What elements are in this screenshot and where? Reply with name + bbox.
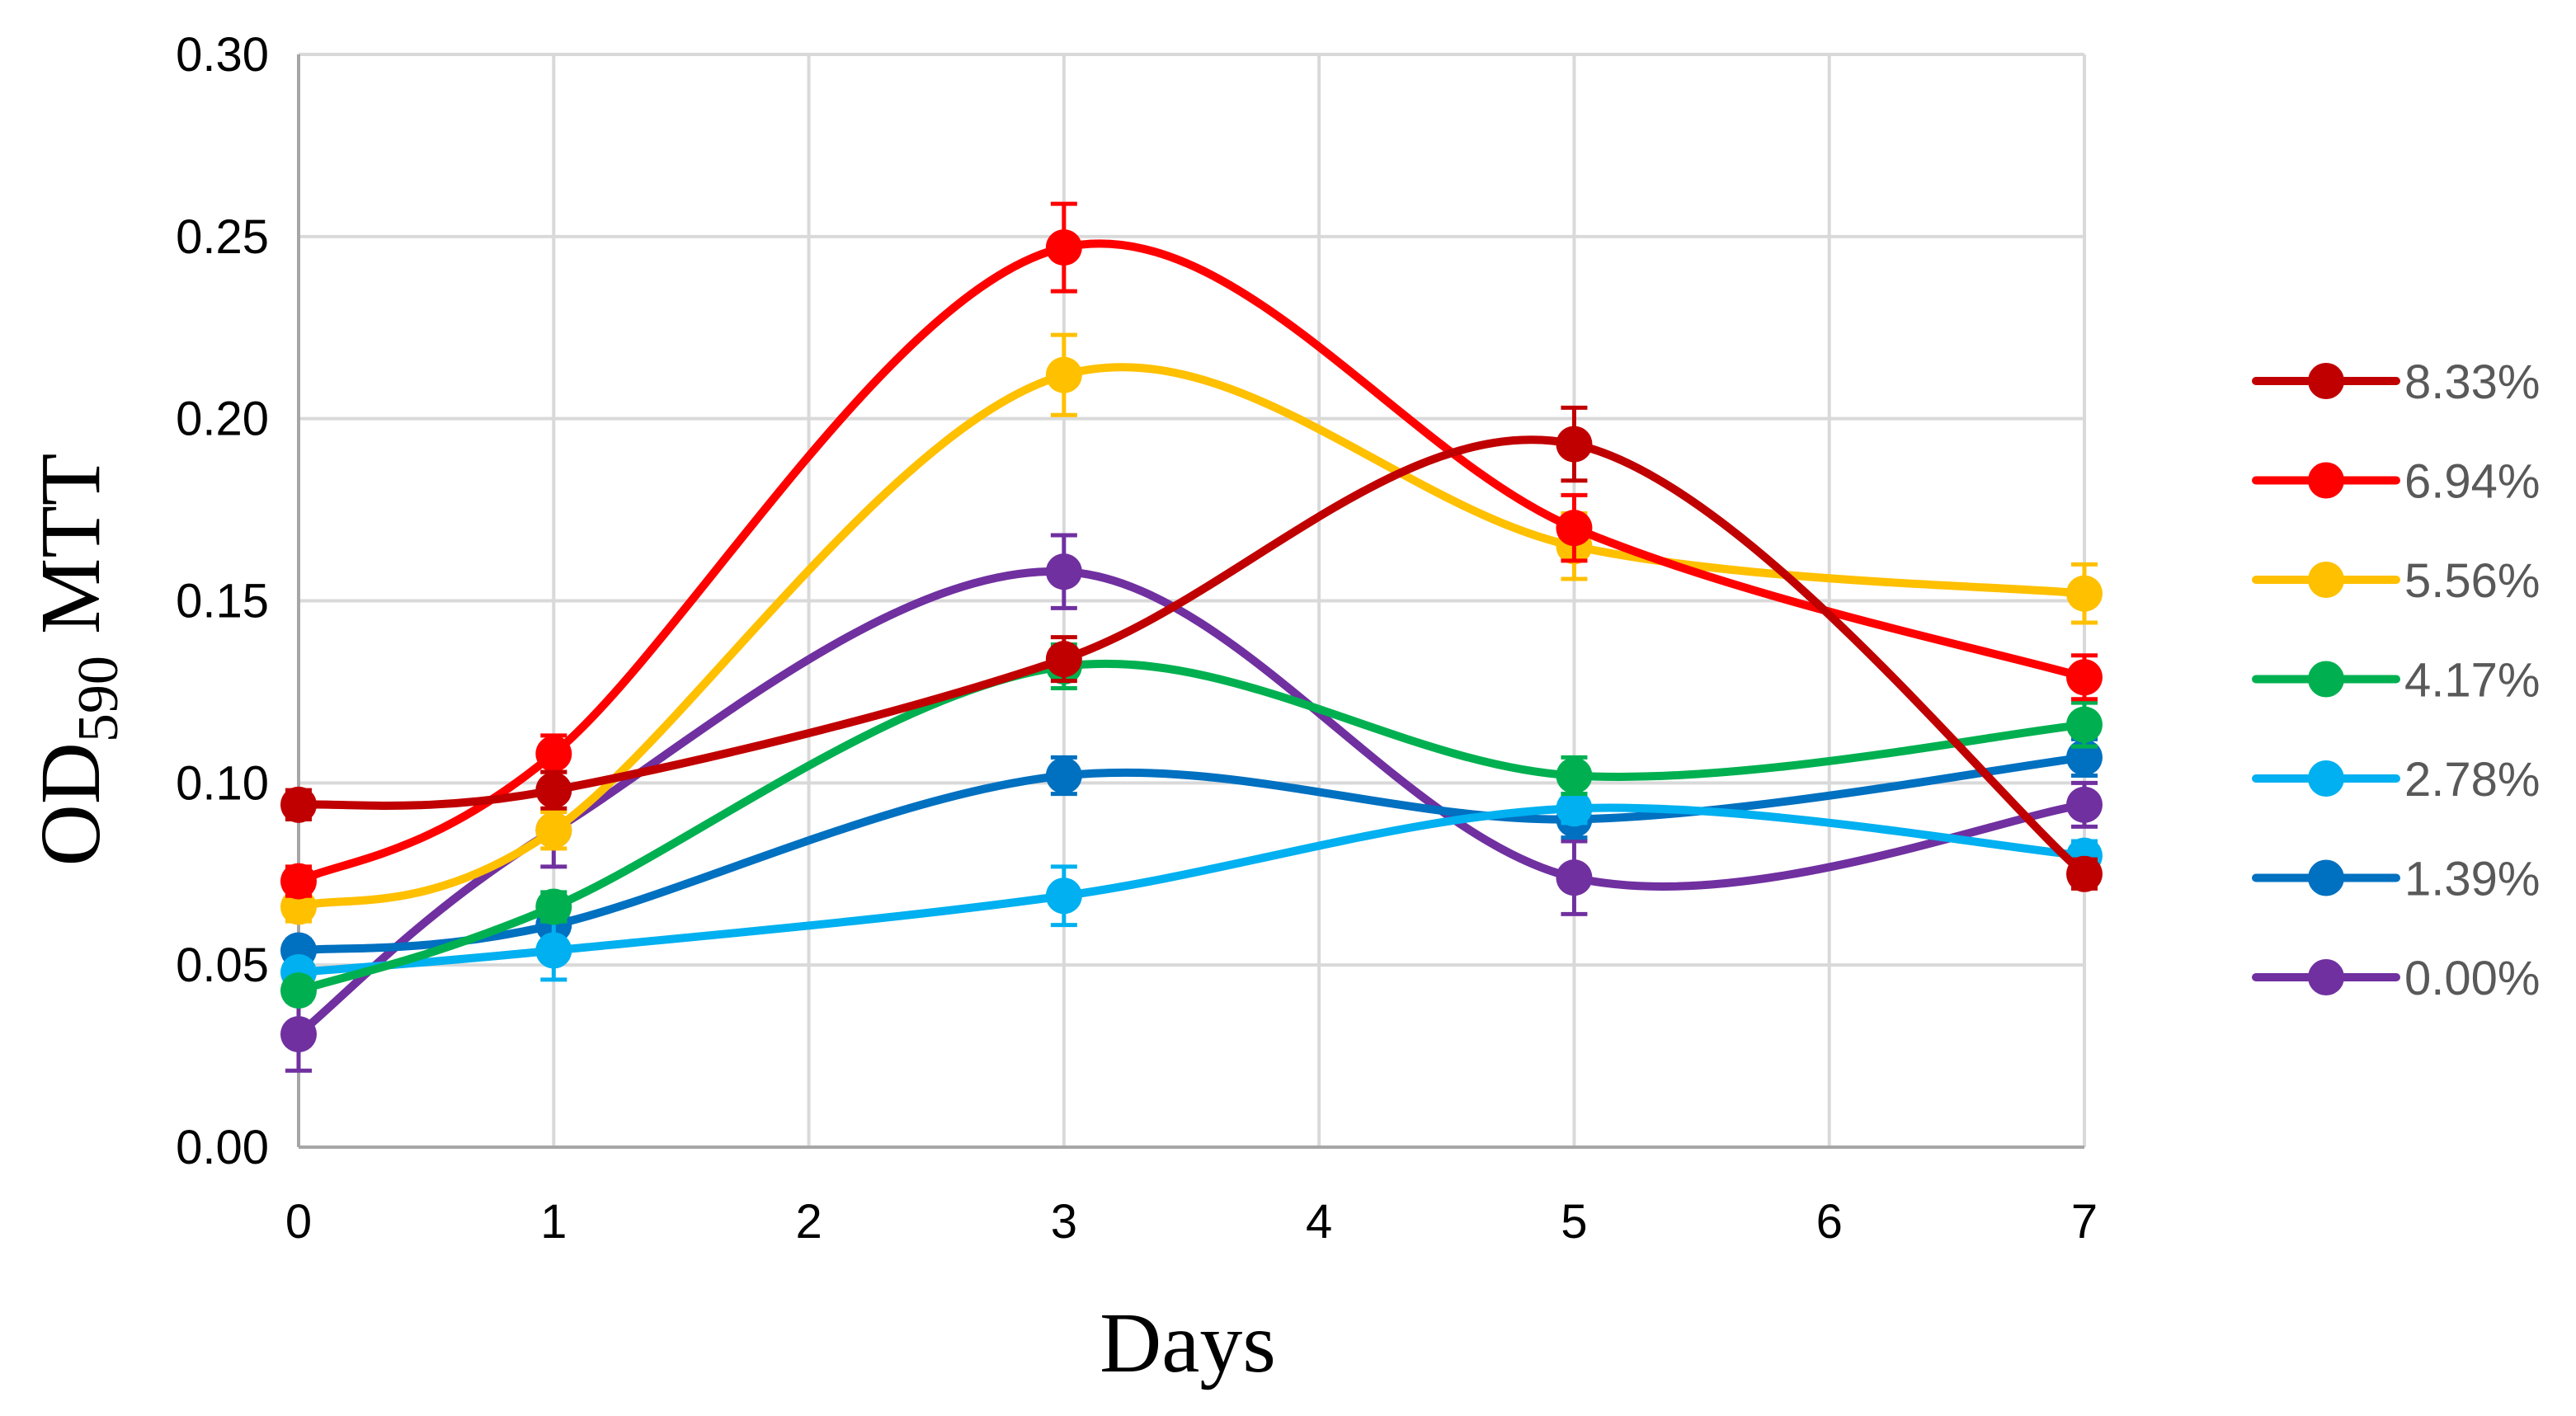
x-tick-label: 3 (1051, 1195, 1077, 1249)
data-point (2066, 786, 2103, 823)
series-layer (280, 201, 2103, 1073)
data-point (535, 932, 572, 969)
legend-marker (2308, 462, 2344, 499)
y-axis-title-main: OD (23, 742, 118, 866)
legend-label: 6.94% (2404, 455, 2540, 509)
x-tick-label: 2 (795, 1195, 822, 1249)
legend-marker (2308, 661, 2344, 698)
data-point (2066, 855, 2103, 892)
data-point (1045, 877, 1082, 915)
x-axis-title: Days (1100, 1296, 1276, 1390)
svg-text:OD590 MTT: OD590 MTT (23, 454, 130, 867)
series-6.94% (280, 201, 2103, 900)
legend-item: 5.56% (2252, 554, 2540, 608)
y-tick-label: 0.30 (176, 28, 269, 82)
data-point (535, 736, 572, 772)
legend-label: 8.33% (2404, 355, 2540, 409)
y-tick-label: 0.20 (176, 393, 269, 446)
y-tick-label: 0.10 (176, 756, 269, 810)
data-point (1556, 426, 1593, 463)
data-point (535, 888, 572, 925)
data-point (1045, 553, 1082, 590)
legend-marker (2308, 859, 2344, 896)
y-tick-label: 0.25 (176, 210, 269, 264)
data-point (535, 772, 572, 809)
legend-label: 2.78% (2404, 753, 2540, 807)
series-line (294, 803, 2089, 976)
data-point (280, 1016, 317, 1053)
x-tick-label: 7 (2071, 1195, 2098, 1249)
legend-marker (2308, 363, 2344, 399)
data-point (1045, 757, 1082, 794)
data-point (1556, 510, 1593, 547)
series-5.56% (280, 332, 2103, 925)
data-point (1556, 859, 1593, 896)
y-tick-label: 0.00 (176, 1121, 269, 1174)
x-tick-label: 1 (540, 1195, 567, 1249)
data-point (1556, 757, 1593, 794)
x-tick-label: 4 (1306, 1195, 1332, 1249)
legend-item: 4.17% (2252, 654, 2540, 708)
legend-item: 8.33% (2252, 355, 2540, 409)
data-point (280, 863, 317, 900)
legend-marker (2308, 760, 2344, 797)
data-point (1045, 229, 1082, 266)
series-line (294, 753, 2089, 955)
legend-label: 5.56% (2404, 554, 2540, 608)
y-tick-label: 0.05 (176, 939, 269, 992)
data-point (2066, 706, 2103, 743)
x-tick-label: 0 (285, 1195, 312, 1249)
legend-item: 2.78% (2252, 753, 2540, 807)
legend-item: 1.39% (2252, 853, 2540, 906)
legend-label: 4.17% (2404, 654, 2540, 708)
data-point (280, 972, 317, 1009)
x-tick-label: 6 (1816, 1195, 1843, 1249)
y-axis-title-suffix: MTT (23, 454, 118, 656)
legend-label: 1.39% (2404, 853, 2540, 906)
data-point (535, 811, 572, 849)
data-point (1556, 790, 1593, 827)
tick-labels: 0.00 0.05 0.10 0.15 0.20 0.25 0.30 0 1 2 3 4 5 6 7 (176, 28, 2098, 1249)
legend-item: 0.00% (2252, 952, 2540, 1005)
y-axis-title-subscript: 590 (67, 656, 130, 742)
series-8.33% (280, 405, 2103, 892)
data-point (280, 786, 317, 823)
legend-item: 6.94% (2252, 455, 2540, 509)
data-point (1045, 356, 1082, 393)
legend-marker (2308, 959, 2344, 995)
legend: 8.33% 6.94% 5.56% 4.17% 2.78% 1.39% 0.00% (2252, 355, 2540, 1005)
legend-marker (2308, 562, 2344, 598)
data-point (2066, 659, 2103, 696)
y-tick-label: 0.15 (176, 575, 269, 628)
legend-label: 0.00% (2404, 952, 2540, 1005)
x-tick-label: 5 (1561, 1195, 1587, 1249)
data-point (2066, 575, 2103, 612)
y-axis-title: OD590 MTT (23, 454, 130, 867)
data-point (1045, 641, 1082, 678)
series-4.17% (280, 642, 2103, 1009)
series-line (294, 659, 2089, 995)
